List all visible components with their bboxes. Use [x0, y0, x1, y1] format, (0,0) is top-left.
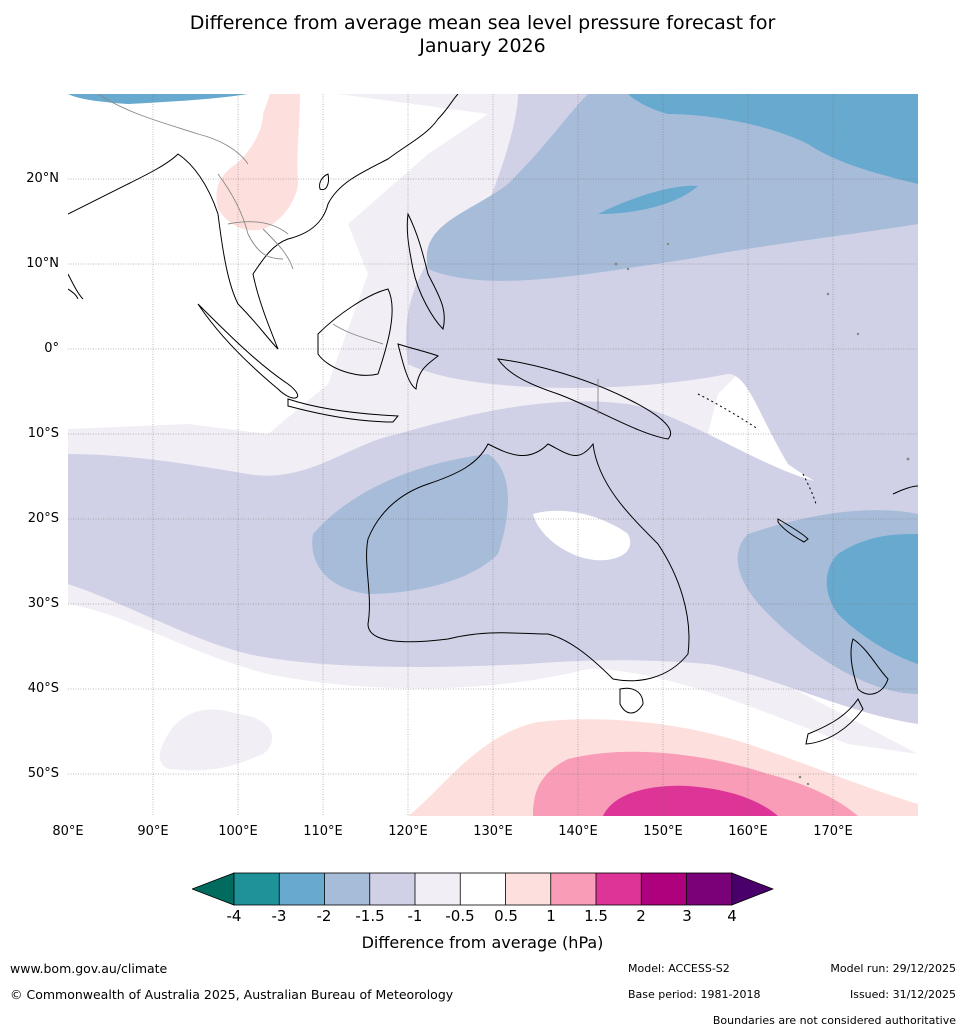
colorbar-tick: -0.5	[445, 907, 475, 925]
colorbar-tick: -4	[226, 907, 242, 925]
field-neg1-neg0.5-small-patch	[159, 709, 273, 771]
colorbar-tick: -1	[407, 907, 423, 925]
coast-solomon	[697, 393, 759, 430]
lat-label-10s: 10°S	[27, 426, 59, 441]
coast-sulawesi	[397, 343, 439, 390]
colorbar-swatch-lt-neg4	[192, 872, 235, 906]
colorbar-tick: 1.5	[584, 907, 608, 925]
coastlines	[68, 94, 918, 745]
coast-nz-south	[805, 698, 864, 745]
coast-philippines	[406, 212, 445, 330]
lat-label-50s: 50°S	[27, 766, 59, 781]
coast-fiji	[892, 485, 918, 495]
lon-label-110e: 110°E	[303, 824, 343, 839]
colorbar-swatch-neg1-neg0.5	[415, 873, 461, 905]
coast-sumatra	[197, 303, 299, 399]
issued-text: Issued: 31/12/2025	[849, 988, 956, 1001]
colorbar-tick: -2	[316, 907, 332, 925]
colorbar-swatch-pos1.5-2	[596, 873, 642, 905]
coast-australia	[366, 442, 690, 682]
chart-title: Difference from average mean sea level p…	[0, 12, 965, 58]
coast-nz-north	[850, 638, 889, 695]
lat-label-20s: 20°S	[27, 511, 59, 526]
colorbar-swatch-pos1-1.5	[550, 873, 596, 905]
lon-label-120e: 120°E	[388, 824, 428, 839]
coast-new-guinea	[496, 358, 671, 440]
lat-label-0: 0°	[44, 341, 59, 356]
coast-india-tip	[68, 273, 84, 300]
coast-vanuatu	[802, 473, 817, 505]
colorbar-swatch-neg3-neg2	[279, 873, 325, 905]
coast-asia-mainland	[68, 94, 459, 350]
map-svg	[68, 94, 918, 816]
field-neg2-neg1.5	[312, 94, 918, 694]
colorbar-tick: 2	[636, 907, 646, 925]
title-line-2: January 2026	[419, 35, 546, 57]
lon-label-90e: 90°E	[137, 824, 169, 839]
coast-tasmania	[619, 687, 644, 714]
base-period-text: Base period: 1981-2018	[628, 988, 761, 1001]
boundaries-note: Boundaries are not considered authoritat…	[712, 1014, 956, 1027]
colorbar-swatch-neg1.5-neg1	[369, 873, 415, 905]
colorbar-tick: 4	[727, 907, 737, 925]
colorbar-swatch-neg0.5-pos0.5	[460, 873, 506, 905]
anomaly-fields	[68, 94, 918, 816]
model-run-text: Model run: 29/12/2025	[830, 962, 956, 975]
model-text: Model: ACCESS-S2	[628, 962, 730, 975]
colorbar-tick: 1	[546, 907, 556, 925]
lon-label-140e: 140°E	[558, 824, 598, 839]
colorbar-label: Difference from average (hPa)	[361, 933, 604, 952]
lat-label-30s: 30°S	[27, 596, 59, 611]
copyright-text: © Commonwealth of Australia 2025, Austra…	[10, 987, 454, 1002]
colorbar-swatch-neg4-neg3	[234, 873, 280, 905]
colorbar-tick: -3	[271, 907, 287, 925]
colorbar-tick: -1.5	[355, 907, 385, 925]
gridlines	[68, 94, 918, 816]
colorbar-tick: 0.5	[494, 907, 518, 925]
islands	[614, 242, 910, 786]
field-pos0.5-1-indochina	[216, 94, 300, 231]
field-neg3-neg2	[68, 94, 918, 664]
colorbar-tick: 3	[682, 907, 692, 925]
lon-label-160e: 160°E	[728, 824, 768, 839]
coast-new-caledonia	[777, 518, 809, 543]
lon-label-80e: 80°E	[52, 824, 84, 839]
lat-label-20n: 20°N	[26, 171, 59, 186]
colorbar-swatch-gt-4	[731, 872, 774, 906]
coast-borneo	[317, 288, 393, 376]
coast-taiwan	[319, 173, 329, 191]
website-link[interactable]: www.bom.gov.au/climate	[10, 961, 168, 976]
coast-java	[287, 398, 400, 423]
title-line-1: Difference from average mean sea level p…	[189, 12, 776, 34]
field-neg0.5-pos0.5-australia-pocket	[533, 510, 631, 561]
map-area[interactable]	[68, 94, 918, 816]
colorbar-swatch-pos2-3	[641, 873, 687, 905]
field-pos1.5-2	[603, 785, 778, 816]
lon-label-100e: 100°E	[218, 824, 258, 839]
lon-label-130e: 130°E	[473, 824, 513, 839]
colorbar-swatch-neg2-neg1.5	[324, 873, 370, 905]
field-pos1-1.5	[533, 751, 858, 816]
borders	[97, 94, 599, 414]
lon-label-170e: 170°E	[813, 824, 853, 839]
colorbar-swatch-pos3-4	[686, 873, 732, 905]
lat-label-10n: 10°N	[26, 256, 59, 271]
lon-label-150e: 150°E	[643, 824, 683, 839]
coast-sri-lanka	[68, 288, 79, 300]
colorbar-swatch-pos0.5-1	[505, 873, 551, 905]
lat-label-40s: 40°S	[27, 681, 59, 696]
colorbar	[192, 872, 774, 906]
